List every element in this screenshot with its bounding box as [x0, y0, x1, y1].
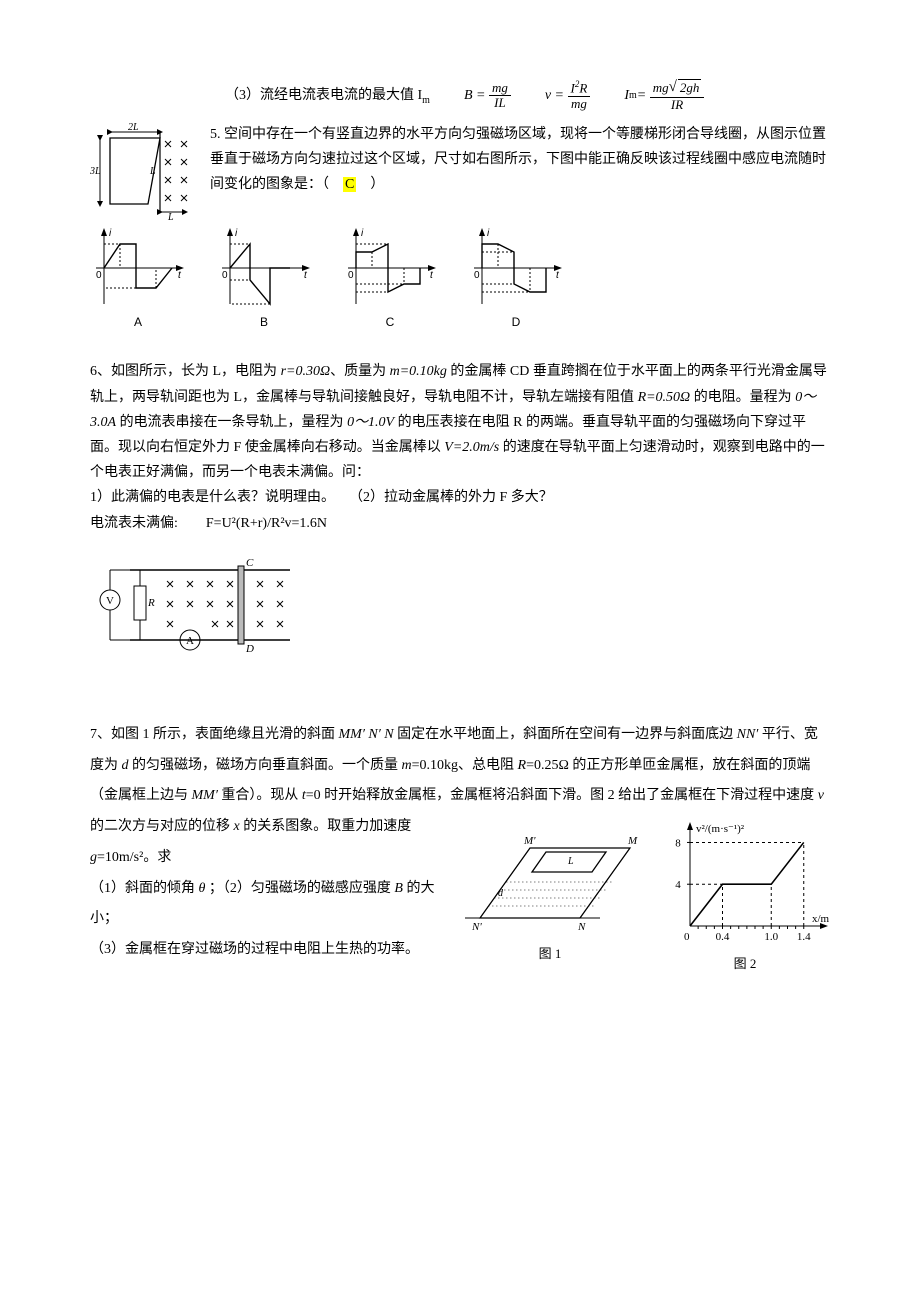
svg-text:4: 4	[675, 879, 681, 891]
option-graphs: i t 0 A i t 0	[90, 226, 830, 334]
svg-text:0.4: 0.4	[716, 931, 730, 943]
svg-text:t: t	[556, 270, 560, 281]
problem-5: 2L 3L L L 5. 空间中存在一个有竖直边界的水平方向匀强磁场区域，现将一…	[90, 122, 830, 220]
p6-ans: 电流表未满偏: F=U²(R+r)/R²v=1.6N	[90, 511, 830, 536]
problem-7-figures: M' M N' N L d 图 1 4 8 0 0.4 1.0 1.4 v²/(m·s⁻¹)…	[460, 818, 830, 979]
svg-text:0: 0	[684, 931, 690, 943]
svg-text:0: 0	[348, 270, 354, 281]
option-d: i t 0 D	[468, 226, 564, 334]
svg-text:N': N'	[471, 921, 482, 933]
formula-Im: Im = mg√2gh IR	[624, 80, 704, 112]
figure-1: M' M N' N L d 图 1	[460, 818, 640, 979]
formula-B: B = mgIL	[464, 81, 511, 111]
label-3L: 3L	[90, 166, 101, 177]
problem-5-text: 5. 空间中存在一个有竖直边界的水平方向匀强磁场区域，现将一个等腰梯形闭合导线圈…	[210, 122, 830, 198]
option-c-label: C	[342, 312, 438, 334]
svg-text:i: i	[235, 228, 238, 239]
line3-sub: m	[422, 94, 430, 105]
svg-text:0: 0	[474, 270, 480, 281]
svg-text:0: 0	[222, 270, 228, 281]
svg-text:x/m: x/m	[812, 913, 830, 925]
option-d-label: D	[468, 312, 564, 334]
svg-text:M: M	[627, 835, 638, 847]
svg-text:v²/(m·s⁻¹)²: v²/(m·s⁻¹)²	[696, 823, 745, 835]
answer-highlight: C	[343, 177, 356, 192]
svg-text:1.0: 1.0	[764, 931, 778, 943]
fig2-caption: 图 2	[660, 950, 830, 979]
problem-7: 7、如图 1 所示，表面绝缘且光滑的斜面 MM′ N′ N 固定在水平地面上，斜…	[90, 720, 830, 979]
line3-prefix: （3）流经电流表电流的最大值 Im	[225, 83, 430, 110]
option-b: i t 0 B	[216, 226, 312, 334]
svg-text:R: R	[147, 597, 155, 609]
svg-text:t: t	[304, 270, 308, 281]
svg-text:M': M'	[523, 835, 536, 847]
svg-text:8: 8	[675, 838, 681, 850]
svg-text:t: t	[178, 270, 182, 281]
page-root: （3）流经电流表电流的最大值 Im B = mgIL v = I2Rmg Im …	[0, 0, 920, 1039]
trapezoid-figure: 2L 3L L L	[90, 122, 200, 220]
svg-text:N: N	[577, 921, 586, 933]
svg-text:L: L	[567, 856, 574, 867]
option-b-label: B	[216, 312, 312, 334]
svg-text:d: d	[498, 888, 504, 899]
svg-text:i: i	[109, 228, 112, 239]
label-L-bottom: L	[167, 212, 174, 220]
option-c: i t 0 C	[342, 226, 438, 334]
formula-v: v = I2Rmg	[545, 80, 590, 111]
option-a: i t 0 A	[90, 226, 186, 334]
label-L-right: L	[149, 166, 156, 177]
svg-text:i: i	[361, 228, 364, 239]
svg-text:1.4: 1.4	[797, 931, 811, 943]
fig1-caption: 图 1	[460, 940, 640, 969]
problem-6-figure: C D V R A	[90, 550, 830, 660]
svg-text:D: D	[245, 643, 254, 655]
figure-2-chart: 4 8 0 0.4 1.0 1.4 v²/(m·s⁻¹)² x/m 图 2	[660, 818, 830, 979]
svg-text:C: C	[246, 557, 254, 569]
problem-6: 6、如图所示，长为 L，电阻为 r=0.30Ω、质量为 m=0.10kg 的金属…	[90, 359, 830, 535]
line3-formulas: （3）流经电流表电流的最大值 Im B = mgIL v = I2Rmg Im …	[90, 80, 830, 112]
option-a-label: A	[90, 312, 186, 334]
label-2L: 2L	[128, 122, 139, 133]
svg-text:t: t	[430, 270, 434, 281]
svg-text:A: A	[186, 635, 194, 647]
svg-text:0: 0	[96, 270, 102, 281]
svg-text:V: V	[106, 595, 114, 607]
p6-q1: 1）此满偏的电表是什么表？说明理由。 （2）拉动金属棒的外力 F 多大？	[90, 485, 830, 510]
svg-text:i: i	[487, 228, 490, 239]
